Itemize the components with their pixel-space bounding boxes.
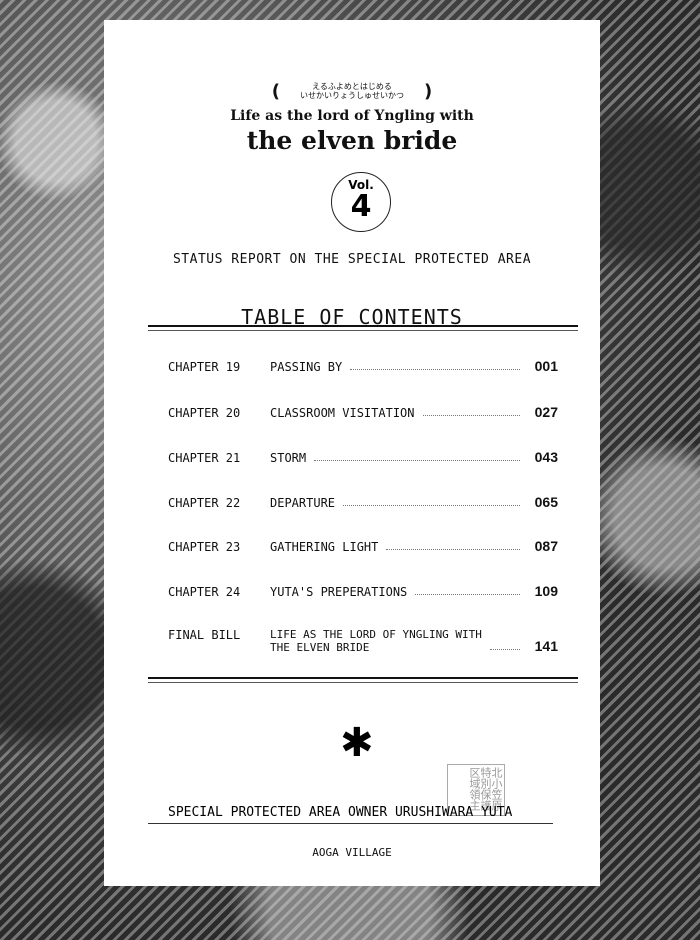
- leader-dots: [489, 649, 520, 650]
- page-number: 141: [534, 638, 558, 654]
- toc-entry[interactable]: Chapter 23 Gathering Light 087: [168, 538, 558, 554]
- chapter-number: Chapter 21: [168, 451, 241, 465]
- chapter-number: Chapter 24: [168, 585, 241, 599]
- toc-entry[interactable]: Final Bill Life as the Lord of Yngling w…: [168, 628, 558, 654]
- village-name: Aoga Village: [312, 846, 392, 859]
- chapter-title: Storm: [270, 451, 307, 465]
- chapter-title: Classroom Visitation: [270, 406, 415, 420]
- toc-entry[interactable]: Chapter 21 Storm 043: [168, 449, 558, 465]
- page-number: 087: [534, 538, 558, 554]
- page-number: 001: [534, 358, 558, 374]
- toc-entry[interactable]: Chapter 19 Passing By 001: [168, 358, 558, 374]
- leader-dots: [422, 415, 520, 416]
- asterisk-icon: ✱: [340, 720, 374, 766]
- page-number: 043: [534, 449, 558, 465]
- volume-number: 4: [350, 189, 372, 224]
- signature-line: [148, 823, 553, 824]
- toc-entry[interactable]: Chapter 24 Yuta's Preperations 109: [168, 583, 558, 599]
- chapter-number: Chapter 20: [168, 406, 241, 420]
- series-title-line-1: Life as the lord of Yngling with: [230, 108, 474, 124]
- seal-stamp: 北小笠原特別保護区域領主: [447, 764, 505, 816]
- chapter-number: Chapter 22: [168, 496, 241, 510]
- furigana-line-2: いせかいりょうしゅせいかつ: [300, 91, 404, 100]
- furigana: (えるふよめとはじめる いせかいりょうしゅせいかつ): [271, 80, 433, 102]
- leader-dots: [415, 594, 520, 595]
- volume-label: Vol.: [348, 178, 374, 192]
- chapter-title: Life as the Lord of Yngling with the Elv…: [270, 628, 482, 654]
- chapter-title: Passing By: [270, 360, 343, 374]
- page-number: 027: [534, 404, 558, 420]
- series-title-line-2: the elven bride: [246, 126, 458, 155]
- chapter-title-line-2: the Elven Bride: [270, 641, 370, 654]
- chapter-number: Chapter 23: [168, 540, 241, 554]
- leader-dots: [350, 369, 520, 370]
- leader-dots: [386, 549, 520, 550]
- toc-page: (えるふよめとはじめる いせかいりょうしゅせいかつ) Life as the lo…: [104, 20, 600, 886]
- chapter-title: Departure: [270, 496, 336, 510]
- owner-signature: Special Protected Area Owner Urushiwara …: [168, 805, 513, 820]
- divider: [148, 325, 578, 331]
- leader-dots: [314, 460, 520, 461]
- chapter-title: Gathering Light: [270, 540, 379, 554]
- chapter-title-line-1: Life as the Lord of Yngling with: [270, 628, 482, 641]
- volume-badge: Vol. 4: [331, 172, 391, 232]
- furigana-line-1: えるふよめとはじめる: [312, 82, 392, 91]
- chapter-number: Chapter 19: [168, 360, 241, 374]
- page-number: 065: [534, 494, 558, 510]
- toc-entry[interactable]: Chapter 20 Classroom Visitation 027: [168, 404, 558, 420]
- subtitle: Status Report on the Special Protected A…: [172, 252, 532, 267]
- divider: [148, 677, 578, 683]
- page-number: 109: [534, 583, 558, 599]
- chapter-number: Final Bill: [168, 628, 241, 642]
- leader-dots: [343, 505, 520, 506]
- toc-entry[interactable]: Chapter 22 Departure 065: [168, 494, 558, 510]
- chapter-title: Yuta's Preperations: [270, 585, 408, 599]
